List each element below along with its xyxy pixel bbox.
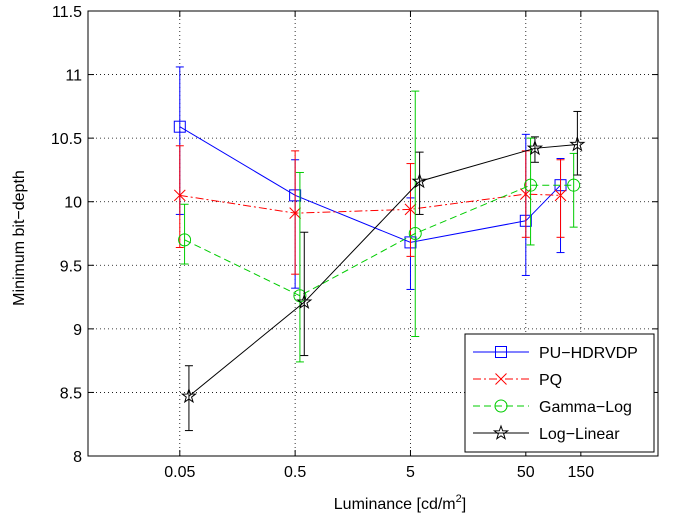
y-axis-label: Minimum bit−depth [11,170,28,306]
y-tick-label: 11.5 [52,4,82,21]
series-circle [179,91,580,362]
y-tick-label: 11 [65,68,82,85]
x-tick-label: 0.05 [164,464,195,481]
series-square [174,67,566,290]
y-tick-label: 9 [73,322,82,339]
legend: PU−HDRVDP PQ Gamma−Log Log−Linear [465,334,654,452]
y-tick-label: 8 [73,449,82,466]
y-tick-label: 8.5 [60,385,82,402]
series-line [180,127,561,243]
legend-label: Gamma−Log [539,399,632,416]
legend-label: PU−HDRVDP [539,345,638,362]
x-tick-label: 0.5 [284,464,306,481]
y-tick-label: 10 [64,195,82,212]
y-tick-label: 10.5 [51,131,82,148]
series-x [174,146,566,274]
x-tick-label: 50 [517,464,535,481]
legend-label: Log−Linear [539,426,620,443]
legend-label: PQ [539,372,562,389]
x-tick-label: 150 [567,464,594,481]
x-tick-label: 5 [406,464,415,481]
x-axis-label: Luminance [cd/m2] [334,493,466,513]
series-line [185,185,574,296]
y-tick-label: 9.5 [60,258,82,275]
